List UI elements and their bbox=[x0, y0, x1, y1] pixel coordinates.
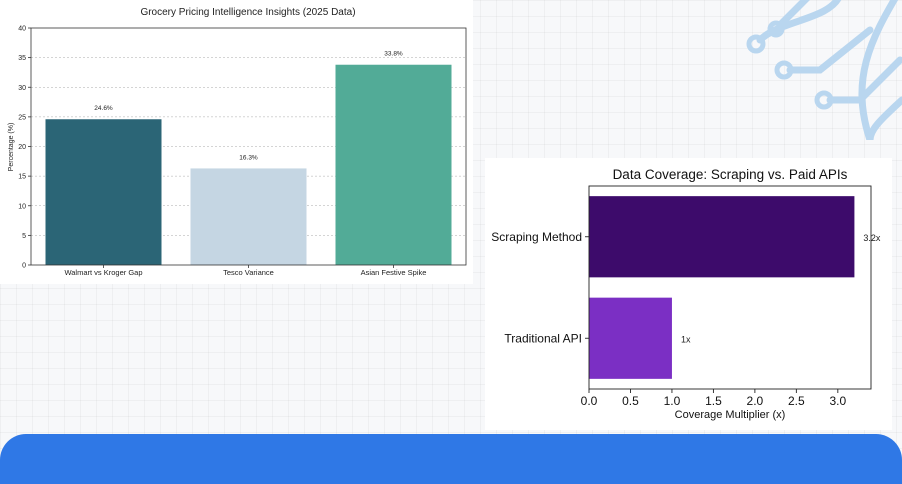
bar-0 bbox=[45, 119, 162, 266]
plot-frame bbox=[588, 185, 872, 390]
x-tick-label: 1.0 bbox=[664, 394, 681, 408]
y-tick-label: 10 bbox=[18, 203, 26, 210]
x-tick-label: 3.0 bbox=[829, 394, 846, 408]
data-coverage-chart-panel: Data Coverage: Scraping vs. Paid APIs Co… bbox=[485, 158, 892, 430]
bar-1 bbox=[190, 168, 307, 265]
data-coverage-bar-chart: Data Coverage: Scraping vs. Paid APIs Co… bbox=[491, 167, 881, 421]
y-tick-label: 15 bbox=[18, 174, 26, 181]
y-tick-label: 25 bbox=[18, 114, 26, 121]
x-tick-label: Asian Festive Spike bbox=[361, 268, 427, 277]
y-tick-label: 0 bbox=[22, 263, 26, 270]
x-tick-label: Walmart vs Kroger Gap bbox=[64, 268, 142, 277]
bar-value-label: 3.2x bbox=[863, 233, 881, 243]
x-tick-label: 0.0 bbox=[581, 394, 598, 408]
bar-value-label: 24.6% bbox=[94, 105, 113, 112]
footer-banner bbox=[0, 434, 902, 484]
x-tick-label: 2.5 bbox=[788, 394, 805, 408]
y-tick-label: Scraping Method bbox=[491, 230, 582, 244]
y-tick-label: 20 bbox=[18, 144, 26, 151]
circuit-decoration-graphic bbox=[746, 0, 902, 140]
grocery-pricing-bar-chart: Grocery Pricing Intelligence Insights (2… bbox=[8, 7, 467, 277]
y-axis-label: Percentage (%) bbox=[8, 123, 15, 172]
x-axis-label: Coverage Multiplier (x) bbox=[675, 409, 786, 421]
bar-0 bbox=[589, 196, 855, 278]
chart-title: Grocery Pricing Intelligence Insights (2… bbox=[140, 7, 355, 18]
x-tick-label: 0.5 bbox=[622, 394, 639, 408]
x-tick-label: Tesco Variance bbox=[223, 268, 274, 277]
bar-value-label: 16.3% bbox=[239, 154, 258, 161]
x-tick-label: 1.5 bbox=[705, 394, 722, 408]
y-tick-label: 35 bbox=[18, 55, 26, 62]
bar-2 bbox=[335, 64, 452, 265]
bar-1 bbox=[589, 297, 672, 379]
grocery-pricing-chart-panel: Grocery Pricing Intelligence Insights (2… bbox=[0, 0, 473, 284]
plot-frame bbox=[30, 27, 467, 266]
y-tick-label: Traditional API bbox=[504, 331, 582, 345]
y-tick-label: 5 bbox=[22, 233, 26, 240]
y-tick-label: 40 bbox=[18, 26, 26, 33]
x-tick-label: 2.0 bbox=[747, 394, 764, 408]
y-tick-label: 30 bbox=[18, 85, 26, 92]
bar-value-label: 1x bbox=[681, 334, 691, 344]
bar-value-label: 33.8% bbox=[384, 51, 403, 58]
chart-title: Data Coverage: Scraping vs. Paid APIs bbox=[613, 167, 848, 182]
